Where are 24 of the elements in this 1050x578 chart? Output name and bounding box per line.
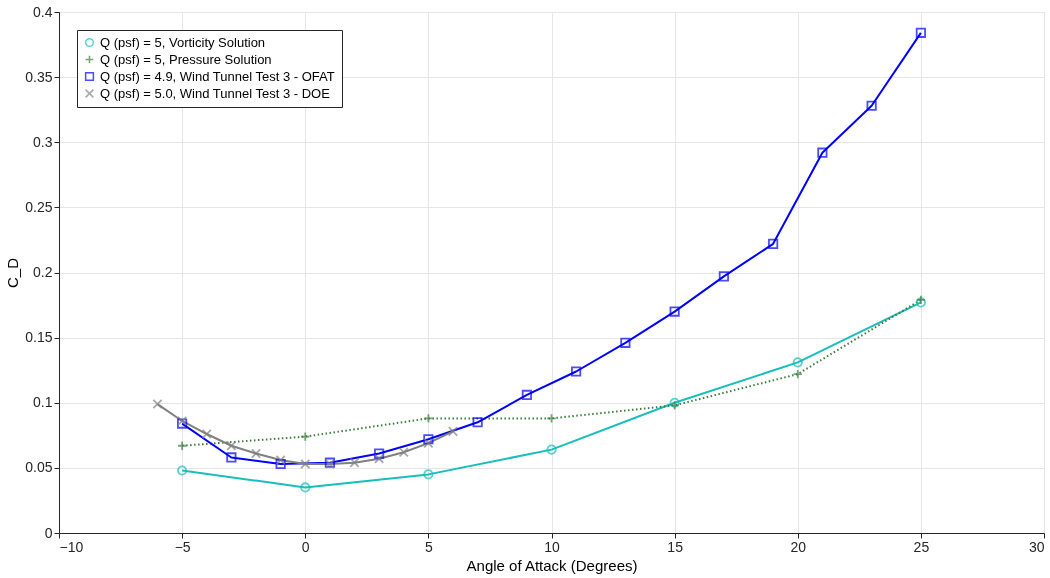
y-axis-title: C_D <box>4 257 22 289</box>
x-tick-label: 0 <box>301 538 310 555</box>
x-tick-label: 30 <box>1028 538 1045 555</box>
legend-label: Q (psf) = 5.0, Wind Tunnel Test 3 - DOE <box>100 85 331 101</box>
x-tick-label: 10 <box>544 538 560 555</box>
x-tick-label: −5 <box>174 538 191 555</box>
x-axis-title: Angle of Attack (Degrees) <box>466 556 638 574</box>
y-tick-label: 0.05 <box>25 459 53 476</box>
x-tick-label: 25 <box>913 538 930 555</box>
y-tick-label: 0 <box>44 524 53 541</box>
x-tick-label: 20 <box>790 538 807 555</box>
legend-label: Q (psf) = 5, Pressure Solution <box>100 51 272 67</box>
y-tick-label: 0.1 <box>33 394 53 411</box>
y-tick-label: 0.15 <box>25 329 53 346</box>
y-tick-label: 0.2 <box>33 264 53 280</box>
legend-label: Q (psf) = 5, Vorticity Solution <box>100 34 266 50</box>
legend-label: Q (psf) = 4.9, Wind Tunnel Test 3 - OFAT <box>100 68 335 84</box>
y-tick-label: 0.25 <box>25 198 53 215</box>
x-tick-label: 5 <box>424 538 433 555</box>
y-tick-label: 0.4 <box>33 3 53 20</box>
x-tick-label: −10 <box>59 538 84 555</box>
x-tick-label: 15 <box>667 538 684 555</box>
y-tick-label: 0.3 <box>33 133 53 150</box>
y-tick-label: 0.35 <box>25 68 53 85</box>
